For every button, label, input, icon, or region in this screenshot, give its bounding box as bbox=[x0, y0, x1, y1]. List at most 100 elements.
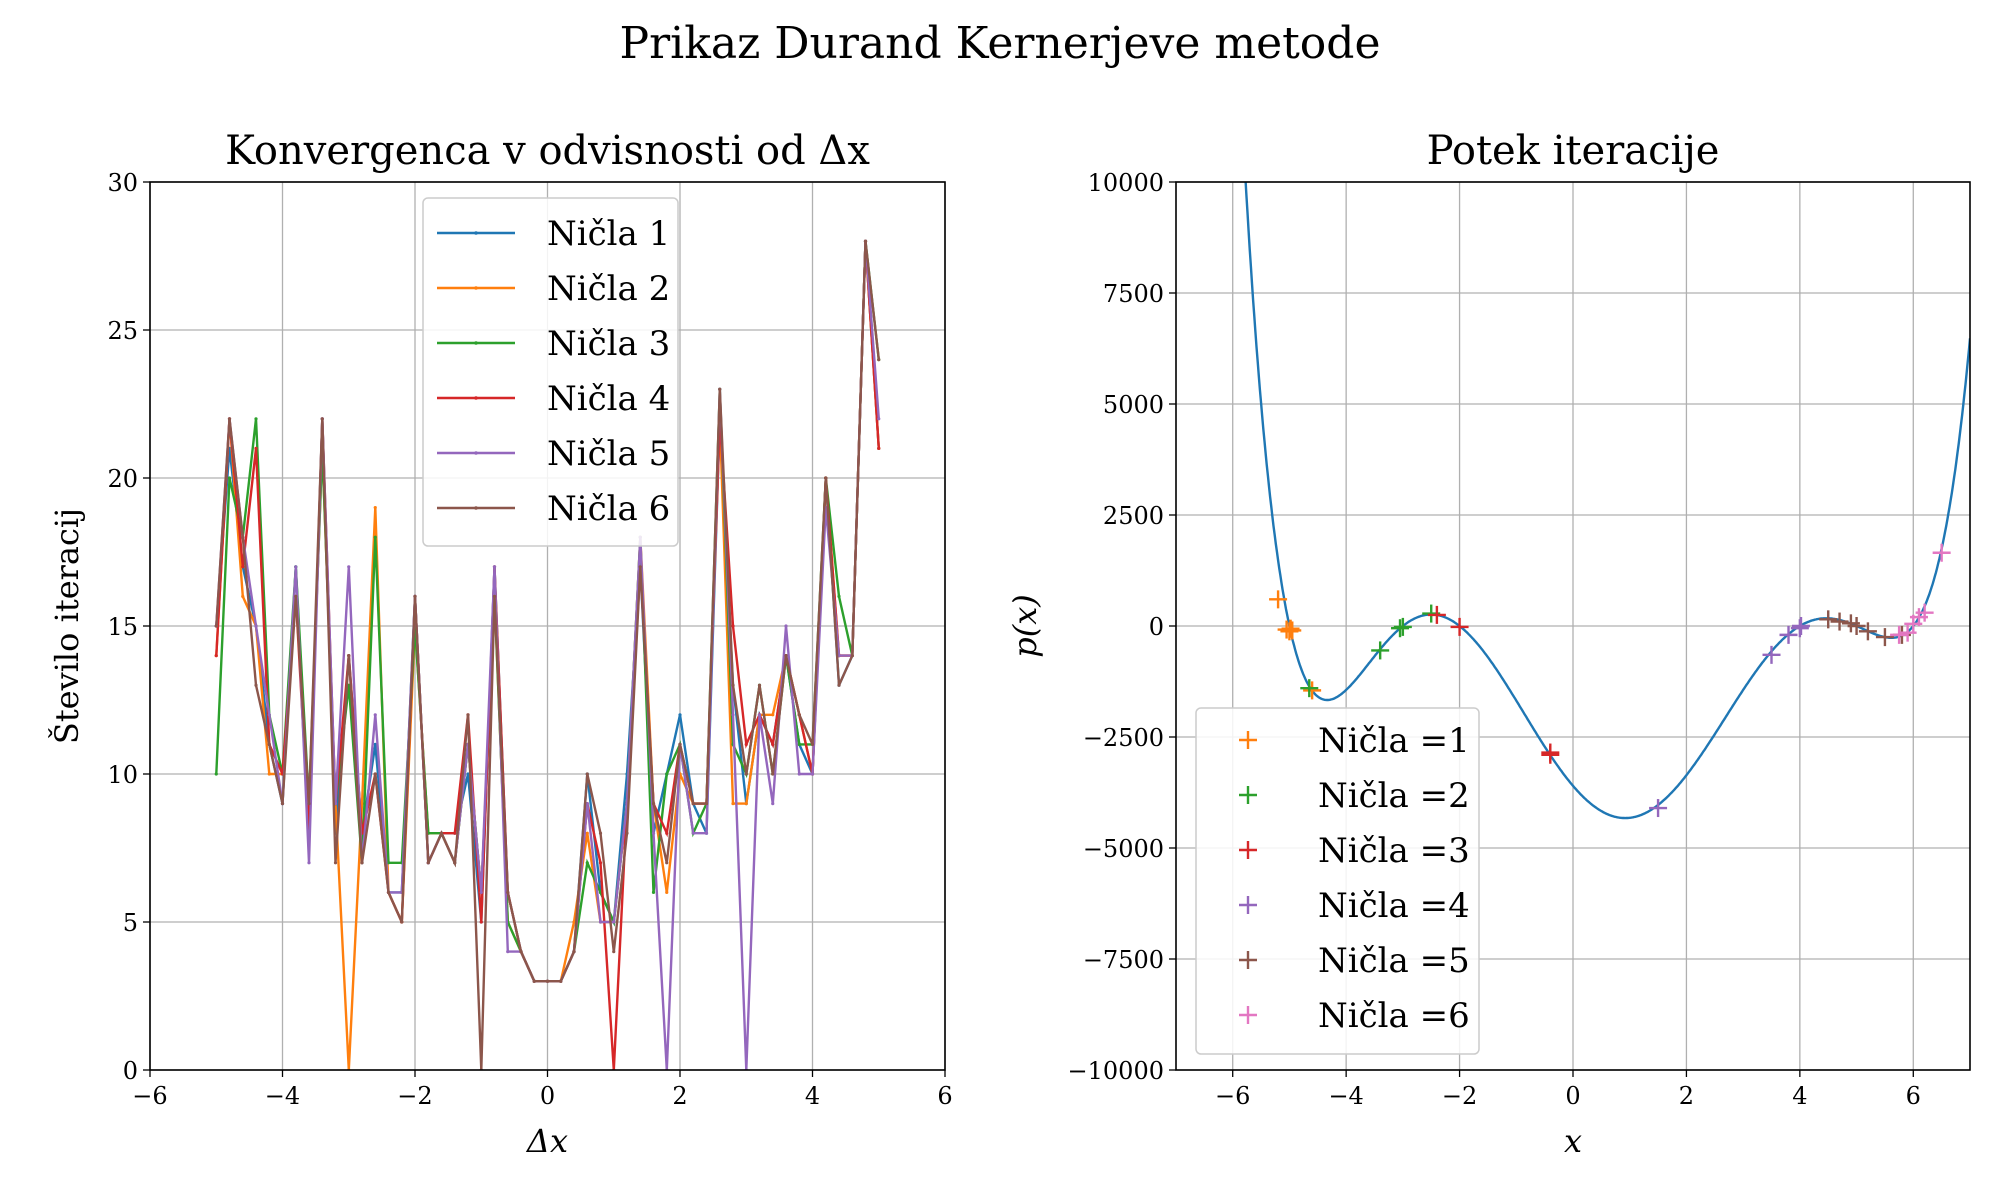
series-5-point bbox=[797, 772, 801, 776]
root-4-marker bbox=[1762, 645, 1781, 664]
ax1-frame bbox=[149, 181, 946, 1071]
legend-label-5: Ničla 5 bbox=[547, 434, 670, 474]
series-4-point bbox=[744, 742, 748, 747]
legend-marker-3 bbox=[1239, 841, 1257, 859]
series-5-point bbox=[612, 920, 616, 924]
series-6-point bbox=[400, 920, 404, 924]
series-5-point bbox=[877, 417, 881, 421]
x-axis-label: x bbox=[1564, 1122, 1582, 1160]
chart-title: Konvergenca v odvisnosti od Δx bbox=[225, 128, 870, 174]
chart-convergence: −6 −4 −2 0 2 4 6 0 5 10 15 20 25 30 Konvergenca v odvi… bbox=[48, 128, 953, 1160]
series-6-point bbox=[704, 802, 709, 806]
series-2-point bbox=[360, 802, 364, 806]
series-3-point bbox=[585, 861, 589, 865]
series-5-point bbox=[373, 713, 377, 717]
series-1-point bbox=[678, 713, 682, 717]
ax2-xtick-label: 6 bbox=[1906, 1082, 1921, 1110]
x-axis-label: Δx bbox=[525, 1122, 568, 1160]
root-4-marker bbox=[1779, 625, 1798, 644]
series-4-point bbox=[771, 742, 775, 747]
series-3-point bbox=[227, 476, 232, 480]
series-2-point bbox=[744, 802, 748, 806]
series-6-point bbox=[744, 772, 748, 776]
series-2-point bbox=[572, 920, 576, 924]
ax2-ytick-label: 0 bbox=[1149, 613, 1164, 641]
ax2-xtick-label: 2 bbox=[1679, 1082, 1694, 1110]
series-6-point bbox=[771, 772, 775, 776]
series-6-point bbox=[824, 476, 828, 480]
series-5-point bbox=[585, 802, 589, 806]
root-2-marker bbox=[1393, 617, 1412, 636]
y-axis-label: Število iteracij bbox=[48, 508, 86, 744]
ax1-ytick-label: 20 bbox=[107, 465, 138, 493]
series-6-point bbox=[373, 772, 377, 776]
ax2-ytick-label: −7500 bbox=[1083, 946, 1164, 974]
ax2-xtick-label: 4 bbox=[1792, 1082, 1807, 1110]
legend-marker-1 bbox=[1239, 731, 1257, 749]
ax2-plot-area bbox=[1244, 182, 1970, 820]
series-6-point bbox=[651, 802, 656, 806]
series-6-point bbox=[678, 742, 682, 747]
ax2-frame bbox=[1175, 181, 1971, 1071]
ax2-ytick-label: 7500 bbox=[1103, 280, 1164, 308]
root-3-marker bbox=[1450, 617, 1469, 636]
series-6-point bbox=[585, 772, 589, 776]
ax1-plot-area bbox=[214, 239, 881, 1070]
ax1-ytick-label: 5 bbox=[123, 909, 138, 937]
legend-marker-6 bbox=[474, 506, 478, 510]
series-6-point bbox=[254, 683, 258, 687]
series-5-point bbox=[810, 772, 815, 776]
series-3-point bbox=[665, 772, 669, 776]
series-5-point bbox=[771, 802, 775, 806]
ax1-xtick-label: 4 bbox=[805, 1082, 820, 1110]
ax1-ytick-label: 0 bbox=[123, 1057, 138, 1085]
legend-marker-4 bbox=[1239, 896, 1257, 914]
series-5-point bbox=[492, 565, 497, 569]
series-6-point bbox=[280, 802, 285, 806]
series-6-point bbox=[638, 565, 642, 569]
series-5-point bbox=[479, 890, 483, 895]
root-5-marker bbox=[1830, 612, 1849, 631]
series-4-point bbox=[877, 446, 881, 450]
series-4-point bbox=[731, 624, 735, 628]
ax2-ytick-label: −5000 bbox=[1083, 835, 1164, 863]
root-1-marker bbox=[1303, 681, 1322, 700]
ax1-xtick-label: 6 bbox=[937, 1082, 952, 1110]
series-6-point bbox=[294, 594, 298, 599]
root-5-marker bbox=[1858, 622, 1877, 641]
series-6-point bbox=[850, 654, 854, 658]
legend-marker-3 bbox=[474, 341, 478, 345]
root-1-marker bbox=[1269, 590, 1288, 609]
ax2-ytick-label: −10000 bbox=[1068, 1057, 1164, 1085]
series-6-point bbox=[241, 535, 245, 539]
series-6-point bbox=[797, 713, 801, 717]
series-4-point bbox=[214, 654, 218, 658]
series-5-point bbox=[784, 624, 788, 628]
series-6-point bbox=[267, 742, 271, 747]
legend-marker-4 bbox=[474, 396, 478, 400]
root-4-marker bbox=[1791, 617, 1810, 635]
legend-label-1: Ničla =1 bbox=[1318, 721, 1470, 761]
series-6-point bbox=[347, 654, 351, 658]
legend-marker-2 bbox=[1239, 786, 1257, 804]
ax2-xtick-label: −2 bbox=[1442, 1082, 1477, 1110]
series-6-point bbox=[333, 861, 338, 865]
series-4-point bbox=[665, 831, 669, 835]
series-6-point bbox=[545, 979, 550, 983]
legend: Ničla =1 Ničla =2 Ničla =3 Ničla =4 Ničla =5… bbox=[1195, 707, 1480, 1055]
ax1-ytick-label: 15 bbox=[107, 613, 138, 641]
root-3-marker bbox=[1427, 605, 1446, 624]
series-3-point bbox=[386, 861, 391, 865]
ax1-xtick-label: −2 bbox=[397, 1082, 432, 1110]
legend-label-4: Ničla 4 bbox=[547, 379, 670, 419]
series-3-point bbox=[837, 594, 841, 599]
series-3-point bbox=[651, 890, 656, 895]
root-1-marker bbox=[1283, 621, 1302, 640]
legend-label-3: Ničla 3 bbox=[547, 324, 670, 364]
legend-marker-5 bbox=[474, 451, 478, 455]
legend-label-6: Ničla 6 bbox=[547, 489, 670, 529]
series-6-point bbox=[307, 802, 311, 806]
series-3-point bbox=[373, 535, 377, 539]
ax1-ytick-label: 10 bbox=[107, 761, 138, 789]
